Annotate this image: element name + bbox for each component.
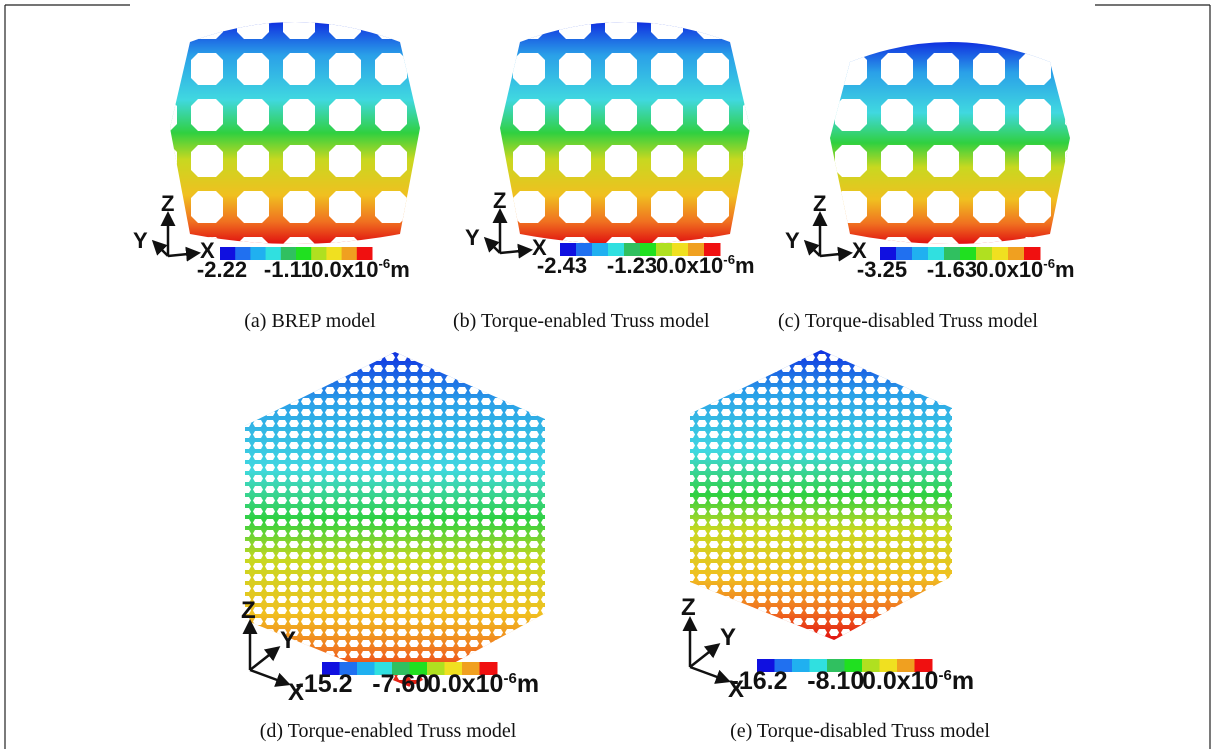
caption: (a) BREP model (160, 308, 460, 334)
cube-holes (690, 350, 952, 640)
max-exp: -6 (1043, 256, 1055, 271)
colorbar-mid-label: -1.63 (927, 257, 977, 282)
max-unit: m (390, 257, 410, 282)
axis-z: Z (241, 597, 256, 624)
axis-arrow (250, 670, 288, 684)
caption: (b) Torque-enabled Truss model (453, 308, 740, 334)
axis-arrow (500, 250, 530, 253)
max-unit: m (735, 253, 755, 278)
colorbar-mid-label: -7.60 (372, 670, 429, 698)
axis-arrow (486, 239, 500, 253)
axis-arrow (820, 253, 850, 256)
axis-z: Z (813, 191, 826, 216)
colorbar-mid-label: -8.10 (807, 667, 864, 695)
axis-arrow (168, 253, 198, 256)
max-unit: m (952, 667, 974, 695)
colorbar-max-label: 0.0x10-6m (311, 256, 410, 282)
max-exp: -6 (938, 667, 951, 684)
colorbar-mid-label: -1.11 (264, 257, 313, 282)
max-unit: m (517, 670, 539, 698)
colorbar-mid-label: -1.23 (607, 253, 657, 278)
max-unit: m (1055, 257, 1075, 282)
caption: (d) Torque-enabled Truss model (218, 718, 558, 744)
colorbar-max-label: 0.0x10-6m (862, 667, 974, 695)
axis-x: X (728, 676, 744, 703)
axis-y: Y (280, 627, 296, 654)
axis-y: Y (785, 228, 800, 253)
max-exp: -6 (723, 252, 735, 267)
axis-x: X (288, 679, 304, 706)
max-base: 0.0x10 (976, 257, 1043, 282)
axis-y: Y (720, 624, 736, 651)
axis-x: X (532, 235, 547, 260)
caption: (e) Torque-disabled Truss model (690, 718, 1030, 744)
axis-z: Z (161, 191, 174, 216)
max-base: 0.0x10 (656, 253, 723, 278)
colorbar-max-label: 0.0x10-6m (656, 252, 755, 278)
figure-graphics: -2.22-1.110.0x10-6mZXY-2.43-1.230.0x10-6… (0, 0, 1214, 749)
max-base: 0.0x10 (311, 257, 378, 282)
axis-arrow (250, 648, 278, 670)
lattice-holes (830, 42, 1070, 244)
axis-arrow (154, 242, 168, 256)
axis-arrow (690, 645, 718, 667)
colorbar-min-label: -15.2 (296, 670, 353, 698)
axis-arrow (806, 242, 820, 256)
caption: (c) Torque-disabled Truss model (778, 308, 1065, 334)
lattice-holes (500, 22, 750, 244)
max-exp: -6 (378, 256, 390, 271)
axis-y: Y (133, 228, 148, 253)
axis-x: X (852, 238, 867, 263)
colorbar-max-label: 0.0x10-6m (427, 670, 539, 698)
figure-page: -2.22-1.110.0x10-6mZXY-2.43-1.230.0x10-6… (0, 0, 1214, 749)
max-exp: -6 (503, 670, 516, 687)
axis-z: Z (493, 188, 506, 213)
lattice-holes (170, 22, 420, 244)
colorbar-max-label: 0.0x10-6m (976, 256, 1075, 282)
max-base: 0.0x10 (427, 670, 503, 698)
axis-arrow (690, 667, 728, 681)
axis-z: Z (681, 594, 696, 621)
axis-y: Y (465, 225, 480, 250)
max-base: 0.0x10 (862, 667, 938, 695)
axis-x: X (200, 238, 215, 263)
